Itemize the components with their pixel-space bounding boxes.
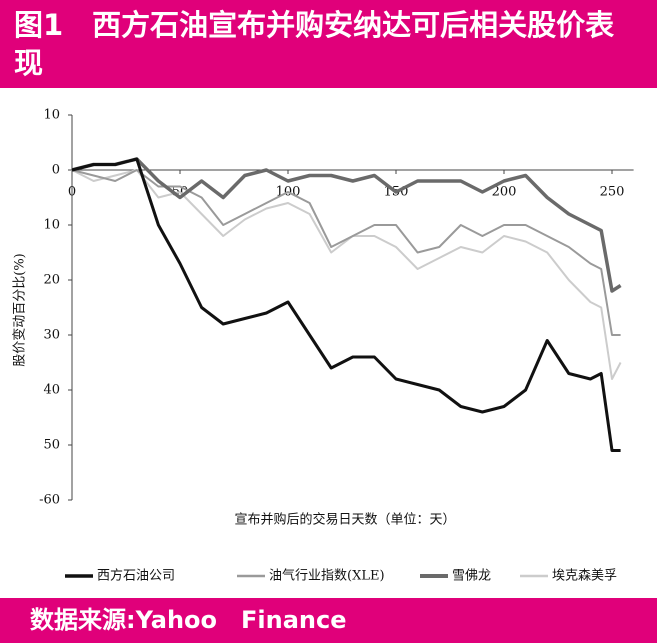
- y-tick-label: 0: [52, 163, 60, 178]
- y-tick-label: 20: [43, 273, 60, 288]
- y-tick-label: -60: [39, 493, 60, 508]
- x-axis-label: 宣布并购后的交易日天数（单位：天）: [234, 512, 455, 528]
- legend-label: 雪佛龙: [452, 569, 491, 584]
- legend-label: 埃克森美孚: [552, 569, 617, 584]
- legend-label: 油气行业指数(XLE): [269, 568, 385, 584]
- chart-title: 图1 西方石油宣布并购安纳达可后相关股价表现: [0, 0, 657, 88]
- y-axis-label: 股价变动百分比(%): [12, 253, 28, 367]
- series-line: [71, 157, 622, 293]
- source: 数据来源:Yahoo Finance: [0, 598, 657, 643]
- series-line: [71, 157, 621, 452]
- legend-label: 西方石油公司: [97, 568, 175, 584]
- y-tick-label: 10: [43, 218, 60, 233]
- series-line: [71, 169, 622, 380]
- y-tick-label: 50: [43, 438, 60, 453]
- x-tick-label: 200: [492, 185, 517, 200]
- x-tick-label: 0: [68, 185, 76, 200]
- series-line: [71, 169, 621, 336]
- x-tick-label: 250: [600, 185, 625, 200]
- y-tick-label: 40: [43, 383, 60, 398]
- y-tick-label: 10: [43, 108, 60, 123]
- y-tick-label: 30: [43, 328, 60, 343]
